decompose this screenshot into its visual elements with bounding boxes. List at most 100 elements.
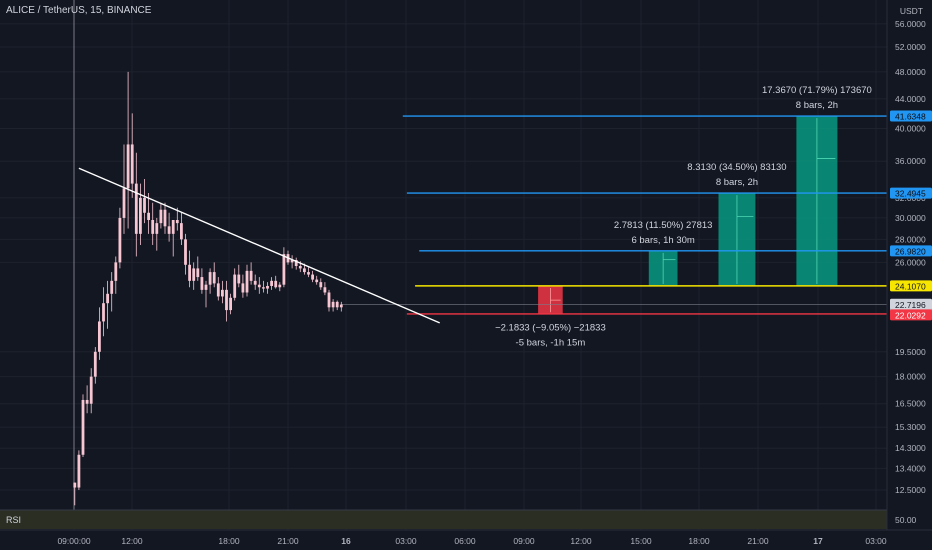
candle-body — [93, 351, 97, 377]
projection-zone[interactable]: −2.1833 (−9.05%) −21833 -5 bars, -1h 15m — [495, 285, 606, 348]
price-tag[interactable] — [890, 245, 932, 257]
projection-zone[interactable]: 2.7813 (11.50%) 27813 6 bars, 1h 30m — [614, 220, 713, 286]
price-tag[interactable] — [890, 187, 932, 199]
candle — [126, 71, 130, 229]
candle-body — [339, 304, 343, 308]
price-tag[interactable] — [890, 298, 932, 310]
zone-label: −2.1833 (−9.05%) −21833 — [495, 322, 606, 333]
candle — [151, 202, 155, 245]
candle-body — [151, 219, 155, 234]
price-tag-label: 26.9820 — [895, 246, 926, 256]
candle — [200, 268, 204, 294]
candle-body — [139, 197, 142, 234]
price-tag-label: 32.4945 — [895, 189, 926, 199]
candle — [307, 267, 310, 278]
candle — [221, 280, 224, 304]
candle-body — [216, 283, 220, 297]
candle-body — [307, 272, 310, 275]
candle — [81, 394, 85, 458]
candle — [114, 256, 118, 294]
candle — [106, 280, 109, 329]
price-tag-label: 41.6348 — [895, 112, 926, 122]
trendline[interactable] — [78, 167, 440, 324]
candle — [175, 207, 179, 231]
candle — [262, 280, 265, 293]
candle-body — [163, 209, 167, 227]
candle — [77, 450, 81, 490]
time-tick-label: 09:00:00 — [57, 536, 90, 546]
candle-body — [298, 265, 302, 269]
candle-body — [331, 301, 335, 308]
time-tick-label: 16 — [341, 536, 351, 546]
time-tick-label: 18:00 — [218, 536, 240, 546]
candle — [331, 299, 335, 312]
price-tag[interactable] — [890, 110, 932, 122]
price-axis[interactable]: USDT 12.5000 13.4000 14.3000 15.3000 16.5000 1… — [886, 0, 932, 550]
candle — [110, 272, 114, 312]
candle-body — [204, 284, 208, 290]
price-tag[interactable] — [890, 280, 932, 292]
horizontal-levels[interactable] — [341, 115, 887, 315]
candle-body — [188, 264, 191, 281]
price-axis-bg — [887, 0, 932, 550]
trendline-segment[interactable] — [78, 167, 440, 324]
price-tick-label: 13.4000 — [895, 463, 926, 473]
candle — [323, 282, 327, 296]
candle-body — [323, 287, 327, 293]
price-tick-label: 52.0000 — [895, 42, 926, 52]
rsi-pane — [0, 509, 887, 529]
candle — [225, 280, 228, 322]
candle — [257, 277, 261, 294]
candle-body — [89, 376, 93, 404]
price-tick-label: 14.3000 — [895, 443, 926, 453]
zone-label: 8.3130 (34.50%) 83130 — [687, 162, 786, 173]
candle — [278, 282, 282, 292]
candle — [184, 233, 187, 275]
candle — [192, 262, 196, 290]
candle-body — [175, 219, 179, 224]
price-tag[interactable] — [890, 309, 932, 321]
candle-body — [225, 289, 228, 311]
candle-body — [237, 274, 241, 284]
candle-body — [171, 219, 175, 234]
candle-body — [192, 268, 196, 281]
candle — [274, 275, 278, 289]
zone-label: 17.3670 (71.79%) 173670 — [762, 85, 872, 96]
price-tick-label: 12.5000 — [895, 485, 926, 495]
candle-body — [110, 280, 114, 294]
candle-body — [315, 279, 319, 283]
time-tick-label: 18:00 — [688, 536, 710, 546]
candle-body — [180, 223, 183, 240]
candle-body — [241, 283, 245, 293]
candle — [266, 282, 269, 294]
candle — [134, 152, 138, 257]
candle — [290, 255, 294, 269]
price-tick-label: 56.0000 — [895, 19, 926, 29]
candle-body — [335, 301, 339, 308]
candle — [311, 270, 314, 283]
candle-body — [257, 284, 261, 288]
candle-body — [81, 399, 85, 455]
candle-body — [114, 262, 118, 281]
candle-body — [319, 282, 323, 288]
candle-body — [77, 454, 81, 488]
time-tick-label: 03:00 — [865, 536, 887, 546]
candle — [167, 212, 171, 242]
projection-zone[interactable]: 17.3670 (71.79%) 173670 8 bars, 2h — [762, 85, 872, 286]
price-tick-label: 40.0000 — [895, 124, 926, 134]
projection-zones[interactable]: −2.1833 (−9.05%) −21833 -5 bars, -1h 15m 2… — [495, 85, 872, 348]
candle-body — [229, 297, 232, 311]
time-axis[interactable]: 09:00:00 12:00 18:00 21:00 16 03:00 06:00 09:00… — [0, 529, 932, 550]
candle — [204, 280, 208, 308]
price-tag-label: 22.7196 — [895, 300, 926, 310]
candle-body — [274, 280, 278, 288]
time-tick-label: 21:00 — [747, 536, 769, 546]
candle-body — [130, 144, 134, 184]
candle-body — [270, 280, 273, 286]
price-tick-label: 30.0000 — [895, 213, 926, 223]
rsi-value-label: 50.00 — [895, 515, 917, 525]
candle-body — [143, 197, 146, 213]
projection-zone[interactable]: 8.3130 (34.50%) 83130 8 bars, 2h — [687, 162, 787, 286]
